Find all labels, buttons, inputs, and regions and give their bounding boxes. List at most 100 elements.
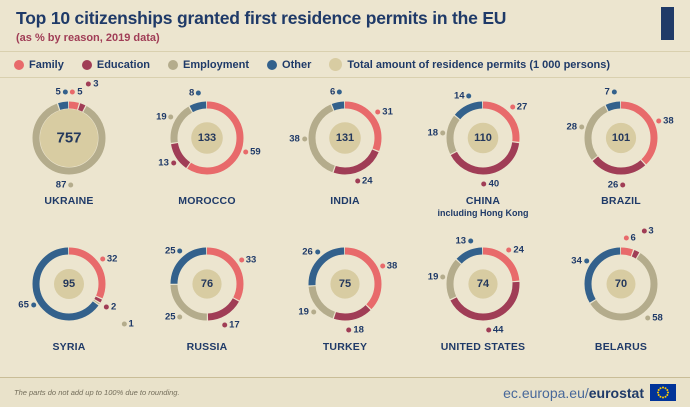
- employment-value-label: 38: [289, 133, 307, 144]
- legend-label-employment: Employment: [183, 58, 250, 71]
- family-value: 32: [106, 253, 118, 265]
- education-segment: [446, 247, 520, 321]
- country-name: MOROCCO: [178, 195, 236, 207]
- eu-flag-logo: [650, 384, 676, 401]
- donut-russia: 76 33 17 25 25: [138, 228, 276, 340]
- legend-item-other: Other: [267, 59, 311, 71]
- other-legend-dot: [267, 59, 278, 70]
- employment-value-label: 1: [121, 318, 134, 330]
- education-value: 18: [353, 324, 364, 336]
- country-name: UKRAINE: [44, 195, 94, 207]
- employment-value-label: 87: [56, 179, 74, 190]
- employment-value: 1: [128, 318, 134, 330]
- legend-item-education: Education: [81, 59, 150, 71]
- other-value: 8: [189, 87, 195, 98]
- education-segment: [446, 101, 520, 175]
- other-label-dot: [337, 89, 343, 95]
- country-chart-united-states: 74 24 44 19 13 UNITED STATES: [414, 228, 552, 353]
- education-label-dot: [170, 160, 176, 166]
- other-value-label: 6: [329, 86, 343, 98]
- other-value: 13: [455, 235, 467, 247]
- education-label-dot: [481, 181, 487, 187]
- family-label-dot: [99, 256, 105, 262]
- country-chart-syria: 95 32 2 1 65 SYRIA: [0, 228, 138, 353]
- footer-url-eurostat: eurostat: [588, 384, 644, 401]
- family-value-label: 38: [656, 116, 674, 127]
- education-value-label: 17: [222, 319, 240, 330]
- donut-united-states: 74 24 44 19 13: [414, 228, 552, 340]
- country-chart-morocco: 133 59 13 19 8 MOROCCO: [138, 82, 276, 218]
- family-value: 5: [77, 86, 83, 98]
- education-label-dot: [620, 182, 626, 188]
- education-segment: [584, 101, 658, 175]
- eu-flag-stars: [657, 386, 669, 399]
- donut-morocco: 133 59 13 19 8: [138, 82, 276, 194]
- total-circle: [54, 269, 84, 299]
- other-value: 26: [302, 246, 313, 258]
- employment-label-dot: [301, 136, 307, 142]
- employment-segment: [32, 101, 106, 175]
- family-value: 59: [250, 146, 261, 158]
- family-label-dot: [379, 263, 385, 269]
- family-segment: [584, 101, 658, 175]
- other-value-label: 34: [571, 255, 589, 266]
- country-chart-turkey: 75 38 18 19 26 TURKEY: [276, 228, 414, 353]
- total-circle: [468, 269, 498, 299]
- other-value-label: 25: [165, 245, 183, 256]
- family-value-label: 32: [99, 253, 118, 265]
- employment-value: 25: [165, 311, 176, 323]
- total-value: 76: [200, 278, 214, 290]
- education-value: 44: [492, 324, 504, 335]
- other-value-label: 65: [18, 300, 36, 311]
- country-chart-ukraine: 757 5 3 87 5 UKRAINE: [0, 78, 138, 218]
- family-label-dot: [506, 247, 512, 253]
- employment-segment: [584, 247, 658, 321]
- employment-value: 28: [566, 121, 578, 133]
- employment-label-dot: [168, 114, 174, 120]
- education-segment: [308, 101, 382, 175]
- family-value-label: 5: [70, 86, 83, 98]
- family-segment: [170, 101, 244, 175]
- other-label-dot: [62, 89, 68, 95]
- employment-value: 18: [427, 127, 439, 139]
- donut-ring-india: [308, 101, 382, 175]
- family-value-label: 6: [623, 232, 636, 243]
- legend-label-other: Other: [282, 58, 312, 71]
- total-value: 75: [338, 278, 352, 290]
- family-segment: [446, 101, 520, 175]
- education-value: 24: [362, 175, 373, 187]
- total-circle: [40, 109, 98, 167]
- education-label-dot: [355, 178, 361, 184]
- education-value: 13: [158, 157, 169, 169]
- donut-brazil: 101 38 26 28 7: [552, 82, 690, 194]
- family-label-dot: [375, 109, 381, 115]
- country-chart-india: 131 31 24 38 6 INDIA: [276, 82, 414, 218]
- legend-label-total: Total amount of residence permits (1 000…: [347, 58, 611, 71]
- family-value: 33: [245, 254, 257, 266]
- employment-value-label: 19: [156, 112, 174, 123]
- donut-india: 131 31 24 38 6: [276, 82, 414, 194]
- donut-syria: 95 32 2 1 65: [0, 228, 138, 340]
- other-label-dot: [468, 238, 474, 244]
- country-name: SYRIA: [52, 341, 86, 353]
- donut-turkey: 75 38 18 19 26: [276, 228, 414, 340]
- other-value-label: 8: [189, 87, 202, 98]
- donut-ring-morocco: [170, 101, 244, 175]
- total-value: 757: [56, 129, 82, 147]
- legend-label-family: Family: [29, 58, 64, 71]
- other-value-label: 26: [302, 246, 320, 257]
- family-value: 31: [382, 106, 393, 118]
- other-label-dot: [466, 93, 472, 99]
- page-subtitle: (as % by reason, 2019 data): [16, 32, 160, 44]
- employment-label-dot: [579, 124, 585, 130]
- other-value: 6: [329, 86, 336, 98]
- employment-value-label: 19: [298, 307, 316, 318]
- donut-ukraine: 757 5 3 87 5: [0, 78, 138, 194]
- education-value: 3: [93, 78, 99, 90]
- education-legend-dot: [81, 59, 92, 70]
- employment-value: 19: [427, 271, 439, 283]
- education-label-dot: [485, 327, 491, 332]
- total-circle: [606, 269, 636, 299]
- total-circle: [605, 122, 637, 154]
- employment-segment: [446, 101, 520, 175]
